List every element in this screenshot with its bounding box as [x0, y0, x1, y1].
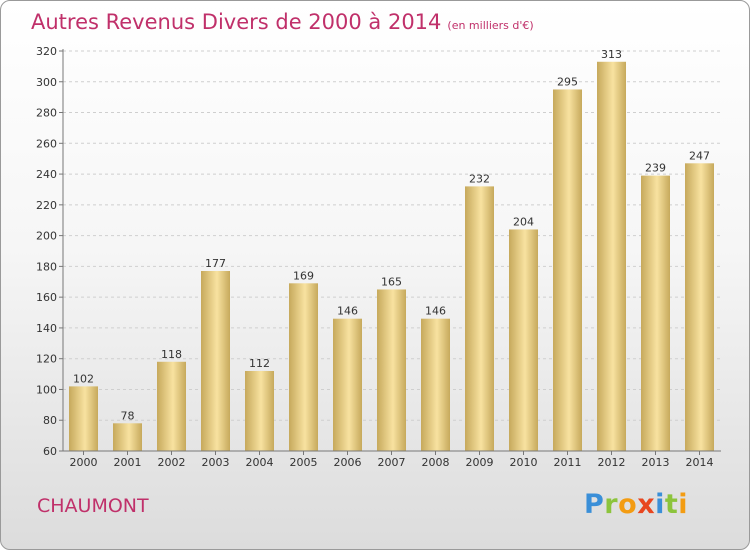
- y-tick-label: 60: [43, 445, 57, 458]
- x-tick-label: 2011: [554, 456, 582, 469]
- bar: [685, 163, 714, 452]
- chart-title: Autres Revenus Divers de 2000 à 2014 (en …: [31, 10, 534, 34]
- x-tick-label: 2002: [158, 456, 186, 469]
- x-tick-label: 2000: [70, 456, 98, 469]
- y-tick-label: 80: [43, 414, 57, 427]
- bar: [69, 386, 98, 451]
- data-labels: 102 78 118 177 112 169 146 165 146 232 204 295 313 23…: [73, 48, 710, 423]
- y-tick-label: 300: [36, 76, 57, 89]
- data-label: 112: [249, 357, 270, 370]
- data-label: 232: [469, 172, 490, 185]
- x-tick-label: 2004: [246, 456, 274, 469]
- y-tick-label: 160: [36, 291, 57, 304]
- bar: [157, 361, 186, 451]
- logo-letter: i: [678, 489, 689, 520]
- bar: [377, 289, 406, 451]
- logo-letter: x: [637, 489, 656, 520]
- bar: [289, 283, 318, 451]
- y-tick-label: 120: [36, 353, 57, 366]
- x-tick-label: 2012: [598, 456, 626, 469]
- x-tick-label: 2007: [378, 456, 406, 469]
- x-tick-label: 2014: [686, 456, 714, 469]
- y-tick-label: 320: [36, 45, 57, 58]
- data-label: 102: [73, 372, 94, 385]
- data-label: 177: [205, 257, 226, 270]
- y-tick-labels: 60 80 100 120 140 160 180 200 220 240 260 280 300 320: [36, 45, 57, 458]
- bar: [245, 371, 274, 451]
- bar: [333, 318, 362, 451]
- data-label: 247: [689, 149, 710, 162]
- data-label: 146: [337, 305, 358, 318]
- bars: [69, 61, 714, 452]
- y-tick-label: 100: [36, 383, 57, 396]
- y-tick-label: 140: [36, 322, 57, 335]
- data-label: 204: [513, 215, 534, 228]
- data-label: 313: [601, 48, 622, 61]
- data-label: 239: [645, 162, 666, 175]
- y-tick-label: 220: [36, 199, 57, 212]
- x-tick-label: 2006: [334, 456, 362, 469]
- x-tick-label: 2009: [466, 456, 494, 469]
- x-tick-label: 2001: [114, 456, 142, 469]
- bar: [641, 175, 670, 451]
- data-label: 146: [425, 305, 446, 318]
- bar: [509, 229, 538, 451]
- proxiti-logo: Proxiti: [584, 489, 688, 520]
- chart-title-main: Autres Revenus Divers de 2000 à 2014: [31, 10, 442, 34]
- data-label: 165: [381, 275, 402, 288]
- y-tick-label: 200: [36, 230, 57, 243]
- y-tick-label: 180: [36, 260, 57, 273]
- x-tick-label: 2013: [642, 456, 670, 469]
- bar: [421, 318, 450, 451]
- logo-letter: r: [604, 489, 619, 520]
- y-tick-label: 260: [36, 137, 57, 150]
- bar: [201, 271, 230, 451]
- logo-letter: o: [618, 489, 638, 520]
- data-label: 169: [293, 269, 314, 282]
- x-tick-label: 2005: [290, 456, 318, 469]
- x-tick-label: 2010: [510, 456, 538, 469]
- bar: [597, 61, 626, 452]
- bar: [113, 423, 142, 451]
- data-label: 295: [557, 75, 578, 88]
- bar: [553, 89, 582, 451]
- place-name: CHAUMONT: [37, 495, 149, 517]
- data-label: 118: [161, 348, 182, 361]
- x-tick-label: 2003: [202, 456, 230, 469]
- x-tick-labels: 2000 2001 2002 2003 2004 2005 2006 2007 2008 2009…: [70, 451, 714, 469]
- bar: [465, 186, 494, 451]
- chart-subtitle: (en milliers d'€): [447, 19, 534, 32]
- data-label: 78: [121, 409, 135, 422]
- y-tick-label: 240: [36, 168, 57, 181]
- logo-letter: P: [584, 489, 605, 520]
- y-tick-label: 280: [36, 107, 57, 120]
- logo-letter: t: [664, 489, 679, 520]
- logo-letter: i: [655, 489, 665, 520]
- x-tick-label: 2008: [422, 456, 450, 469]
